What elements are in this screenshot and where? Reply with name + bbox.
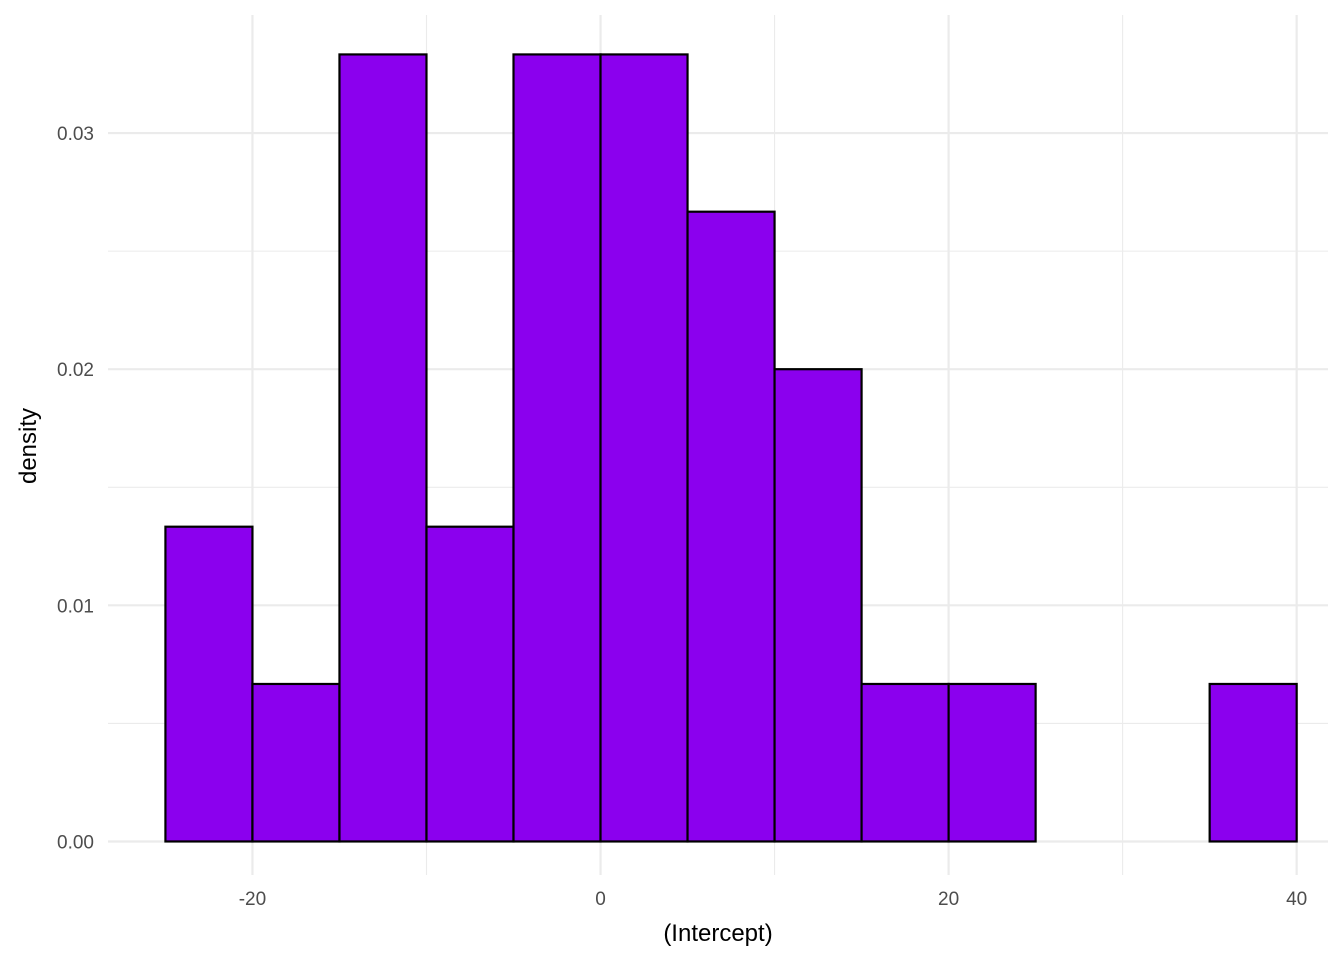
histogram-bar <box>1208 682 1298 843</box>
y-tick-label: 0.00 <box>57 832 94 853</box>
y-tick-label: 0.02 <box>57 360 94 381</box>
histogram-bar <box>512 53 602 843</box>
x-tick-label: 20 <box>938 889 959 910</box>
y-tick-label: 0.01 <box>57 596 94 617</box>
x-axis-title: (Intercept) <box>663 920 772 947</box>
histogram-bar <box>599 53 689 843</box>
histogram-bar <box>947 682 1037 843</box>
tick-labels: -20 0 20 40 0.00 0.01 0.02 0.03 <box>57 124 1307 910</box>
y-tick-label: 0.03 <box>57 124 94 145</box>
histogram-bar <box>164 525 254 843</box>
histogram-bar <box>860 682 950 843</box>
histogram-bar <box>251 682 341 843</box>
x-tick-label: 40 <box>1286 889 1307 910</box>
x-tick-label: -20 <box>239 889 266 910</box>
y-axis-title: density <box>15 408 42 484</box>
x-tick-label: 0 <box>595 889 606 910</box>
histogram-bar <box>773 368 863 843</box>
histogram-bar <box>338 53 428 843</box>
histogram-bar <box>425 525 515 843</box>
histogram-bars <box>164 53 1298 843</box>
histogram-bar <box>686 210 776 843</box>
